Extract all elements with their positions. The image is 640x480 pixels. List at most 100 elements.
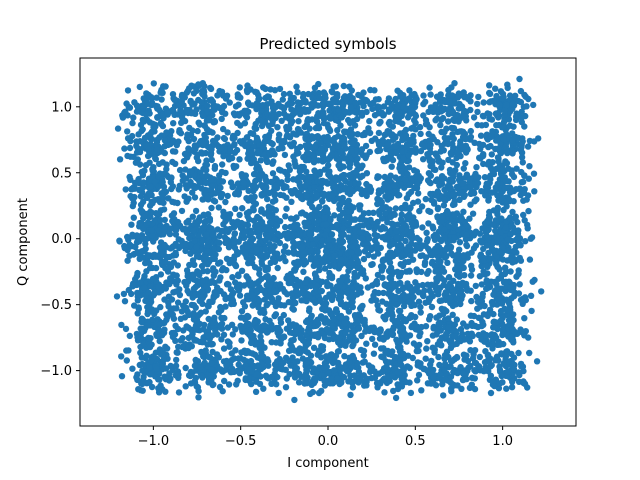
- data-point: [392, 394, 400, 402]
- data-point: [420, 92, 427, 99]
- data-point: [251, 193, 258, 200]
- data-point: [145, 146, 152, 154]
- data-point: [365, 125, 372, 132]
- data-point: [385, 119, 393, 127]
- data-point: [284, 176, 291, 183]
- data-point: [280, 333, 288, 341]
- data-point: [261, 322, 268, 329]
- data-point: [253, 246, 260, 253]
- data-point: [429, 258, 436, 265]
- data-point: [316, 94, 323, 102]
- data-point: [260, 141, 267, 148]
- data-point: [159, 351, 166, 359]
- data-point: [428, 196, 435, 204]
- data-point: [302, 279, 309, 286]
- data-point: [252, 88, 259, 96]
- data-point: [139, 360, 146, 368]
- data-point: [191, 184, 199, 192]
- data-point: [158, 87, 165, 95]
- data-point: [331, 262, 338, 269]
- data-point: [150, 124, 157, 131]
- data-point: [470, 114, 478, 121]
- data-point: [172, 148, 179, 155]
- data-point: [202, 347, 209, 354]
- data-point: [290, 153, 297, 160]
- data-point: [230, 224, 238, 231]
- data-point: [162, 265, 169, 272]
- data-point: [193, 243, 200, 251]
- data-point: [225, 215, 233, 222]
- data-point: [451, 234, 458, 241]
- data-point: [447, 184, 454, 192]
- data-point: [227, 148, 234, 155]
- data-point: [162, 343, 169, 350]
- data-point: [174, 218, 182, 226]
- data-point: [137, 146, 144, 153]
- data-point: [331, 175, 339, 182]
- data-point: [257, 117, 264, 124]
- data-point: [337, 122, 344, 129]
- data-point: [291, 396, 298, 404]
- data-point: [467, 106, 474, 114]
- data-point: [446, 294, 454, 302]
- data-point: [199, 112, 207, 120]
- data-point: [451, 212, 458, 219]
- data-point: [448, 388, 455, 395]
- data-point: [381, 389, 388, 396]
- data-point: [396, 109, 403, 117]
- data-point: [273, 324, 280, 332]
- data-point: [248, 147, 255, 154]
- data-point: [183, 229, 191, 236]
- data-point: [153, 94, 160, 101]
- data-point: [292, 161, 299, 168]
- data-point: [317, 296, 324, 304]
- data-point: [190, 90, 198, 97]
- data-point: [223, 281, 231, 288]
- data-point: [278, 141, 285, 149]
- data-point: [247, 339, 255, 347]
- data-point: [150, 80, 157, 87]
- data-point: [376, 120, 383, 127]
- data-point: [202, 308, 209, 315]
- data-point: [381, 282, 388, 289]
- data-point: [219, 190, 226, 198]
- data-point: [182, 247, 189, 255]
- data-point: [391, 211, 398, 218]
- data-point: [146, 119, 154, 126]
- data-point: [176, 128, 183, 136]
- data-point: [388, 220, 395, 227]
- data-point: [407, 107, 415, 114]
- data-point: [253, 340, 260, 347]
- data-point: [421, 259, 429, 266]
- data-point: [467, 127, 474, 135]
- data-point: [331, 252, 338, 259]
- data-point: [335, 106, 342, 114]
- data-point: [261, 226, 268, 233]
- data-point: [361, 358, 368, 365]
- data-point: [142, 240, 149, 248]
- data-point: [220, 208, 227, 215]
- data-point: [299, 243, 306, 250]
- data-point: [306, 305, 313, 312]
- data-point: [295, 379, 303, 386]
- data-point: [236, 156, 243, 163]
- data-point: [130, 214, 137, 221]
- data-point: [128, 221, 135, 228]
- data-point: [309, 135, 317, 142]
- data-point: [178, 207, 186, 215]
- data-point: [225, 381, 233, 388]
- data-point: [129, 185, 136, 192]
- data-point: [205, 353, 212, 360]
- data-point: [130, 114, 137, 121]
- data-point: [232, 190, 239, 198]
- data-point: [113, 293, 121, 300]
- data-point: [137, 201, 145, 208]
- data-point: [243, 322, 250, 329]
- data-point: [347, 161, 354, 168]
- data-point: [438, 142, 445, 150]
- data-point: [414, 377, 421, 384]
- data-point: [323, 325, 331, 333]
- data-point: [363, 244, 370, 252]
- data-point: [379, 256, 387, 264]
